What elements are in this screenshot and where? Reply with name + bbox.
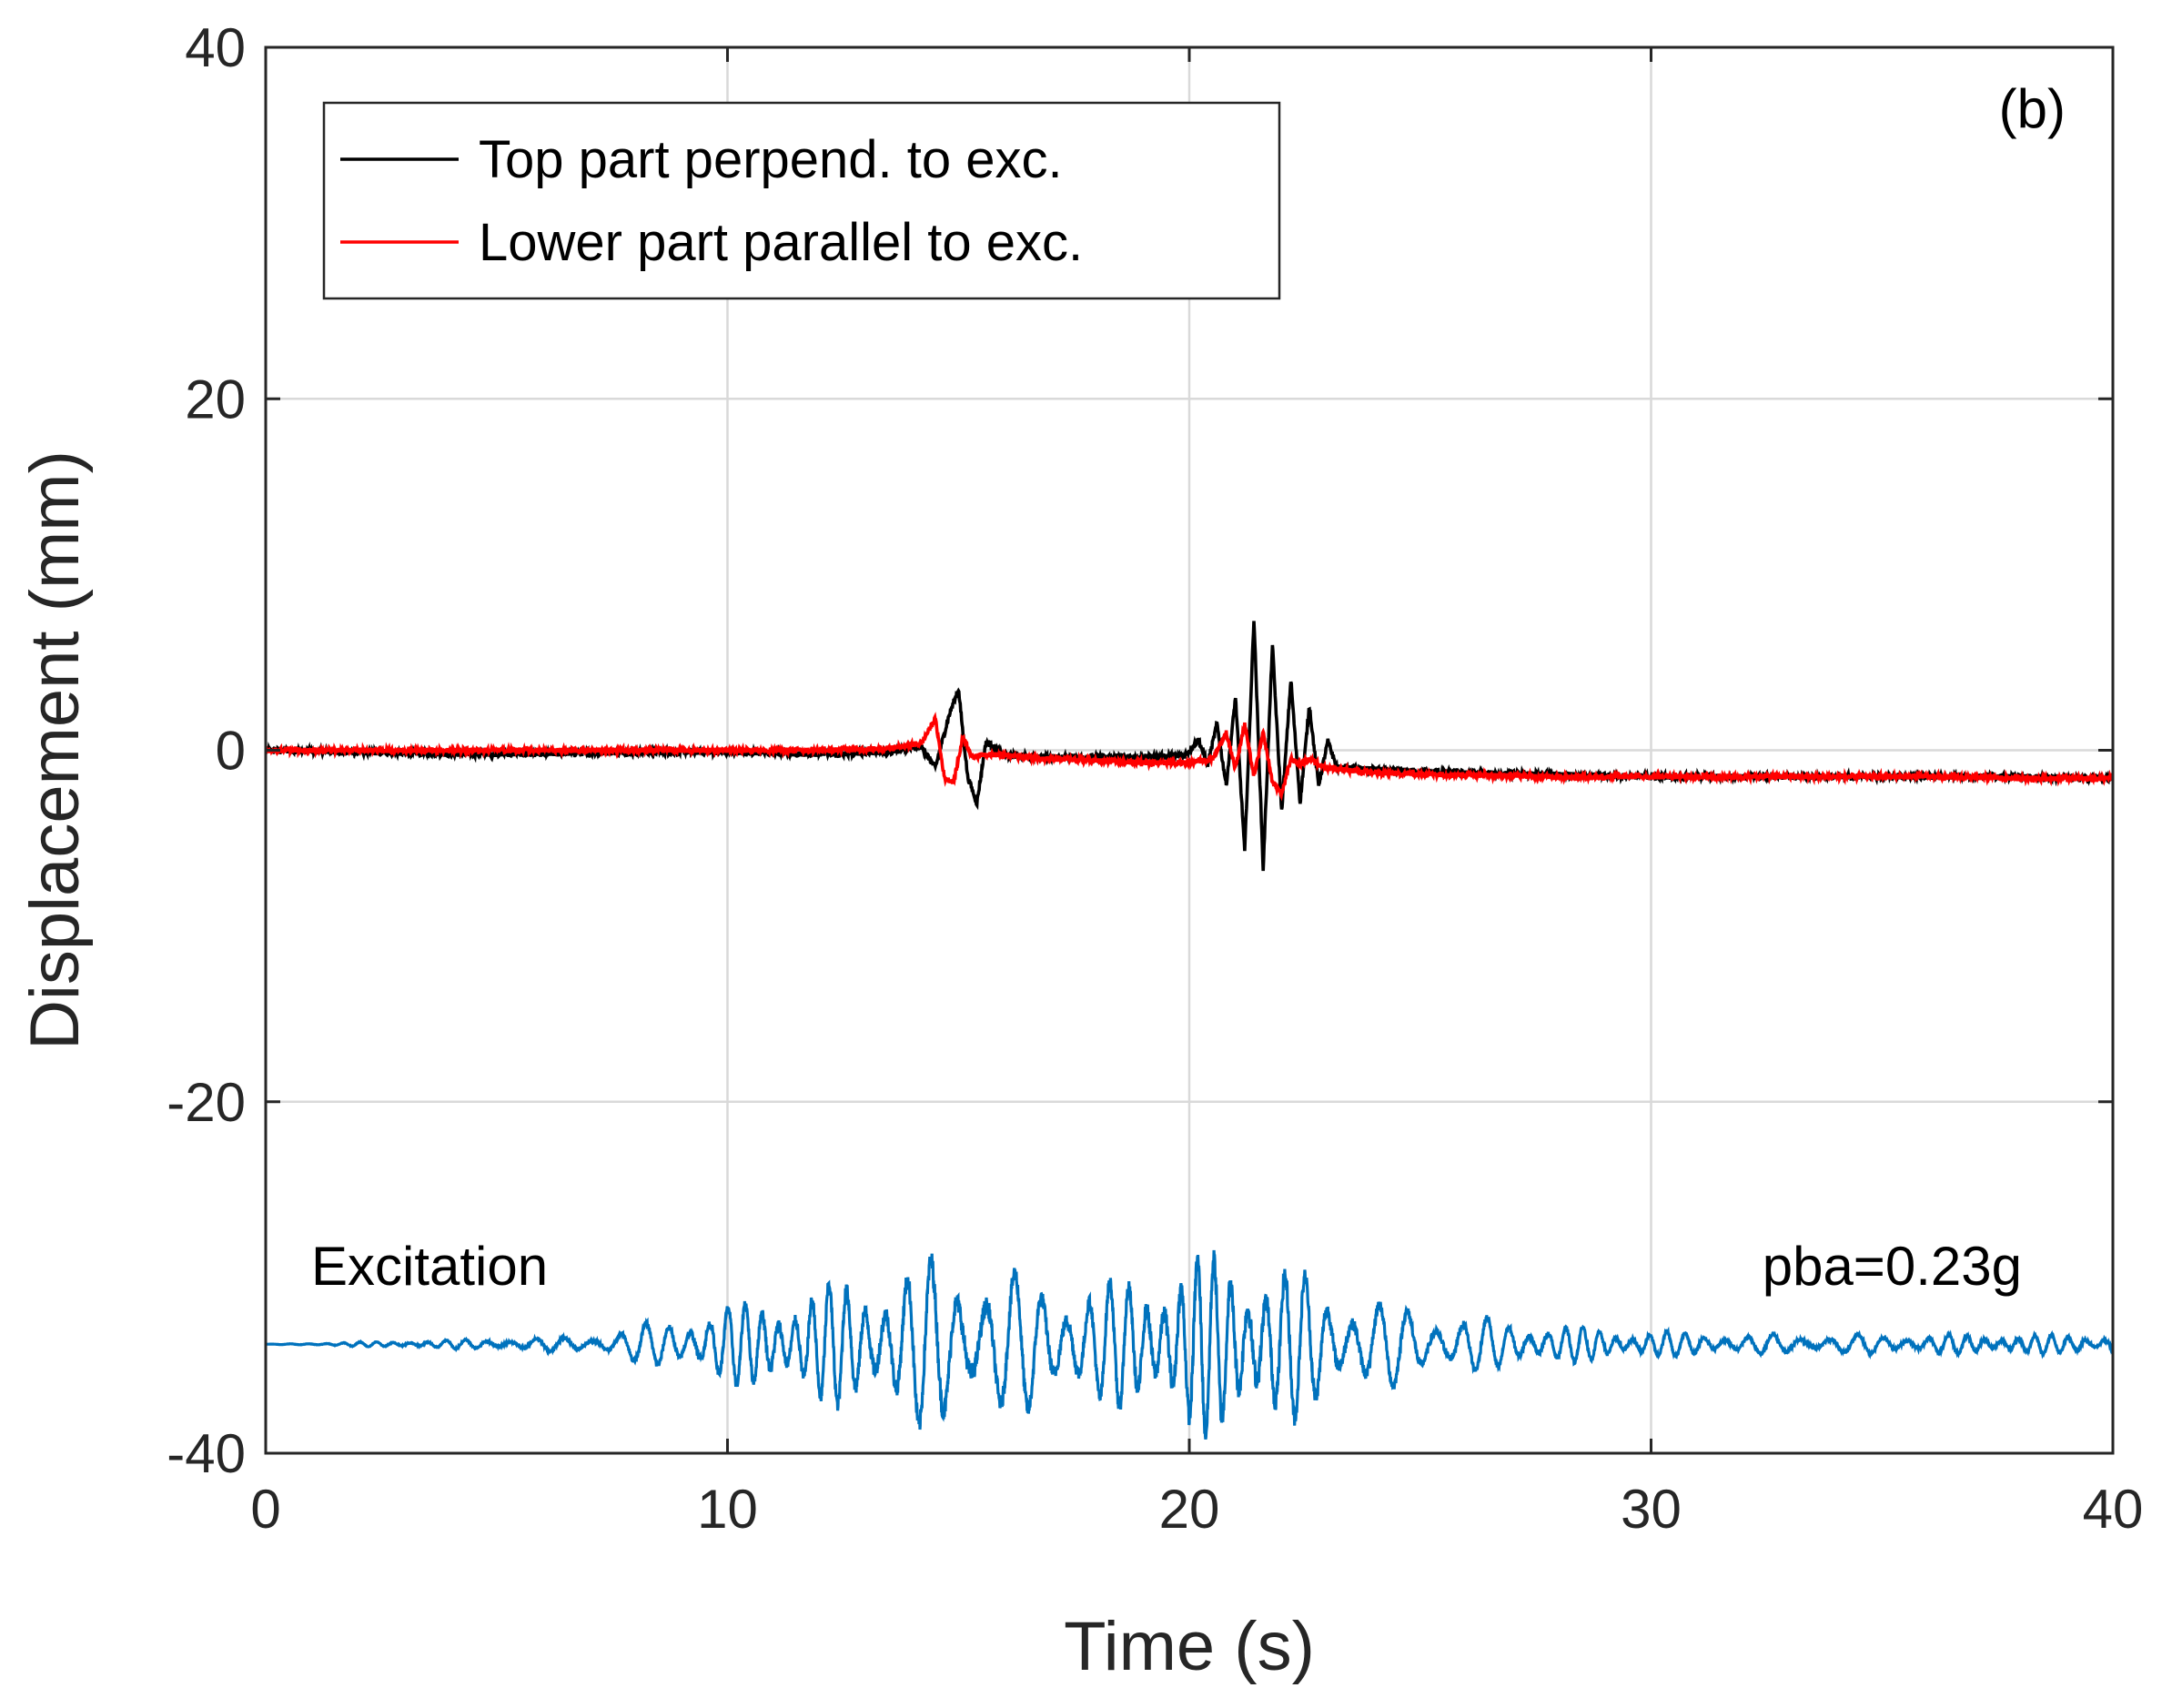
- legend-label-lower-part: Lower part parallel to exc.: [479, 213, 1083, 272]
- excitation-label: Excitation: [311, 1236, 548, 1297]
- y-tick-label--20: -20: [167, 1072, 246, 1133]
- x-tick-labels: 0 10 20 30 40: [250, 1479, 2143, 1540]
- x-tick-label-10: 10: [697, 1479, 758, 1540]
- x-tick-label-40: 40: [2083, 1479, 2144, 1540]
- pba-label: pba=0.23g: [1763, 1236, 2022, 1297]
- x-tick-label-30: 30: [1621, 1479, 1682, 1540]
- axis-ticks: [264, 45, 2115, 1455]
- y-tick-label-0: 0: [216, 721, 246, 782]
- y-tick-label-20: 20: [185, 369, 246, 430]
- lower-part-series-line: [266, 712, 2113, 802]
- legend: Top part perpend. to exc. Lower part par…: [322, 101, 1281, 300]
- y-axis-title: Displacement (mm): [16, 450, 94, 1050]
- y-tick-labels: -40 -20 0 20 40: [167, 17, 246, 1484]
- panel-label: (b): [1999, 78, 2066, 139]
- legend-label-top-part: Top part perpend. to exc.: [479, 130, 1063, 189]
- y-tick-label--40: -40: [167, 1423, 246, 1484]
- series-group: [266, 621, 2113, 1440]
- x-axis-title: Time (s): [1064, 1608, 1315, 1685]
- legend-box: [322, 101, 1281, 300]
- excitation-series-line: [266, 1249, 2113, 1440]
- x-tick-label-0: 0: [250, 1479, 280, 1540]
- y-tick-label-40: 40: [185, 17, 246, 78]
- x-tick-label-20: 20: [1159, 1479, 1220, 1540]
